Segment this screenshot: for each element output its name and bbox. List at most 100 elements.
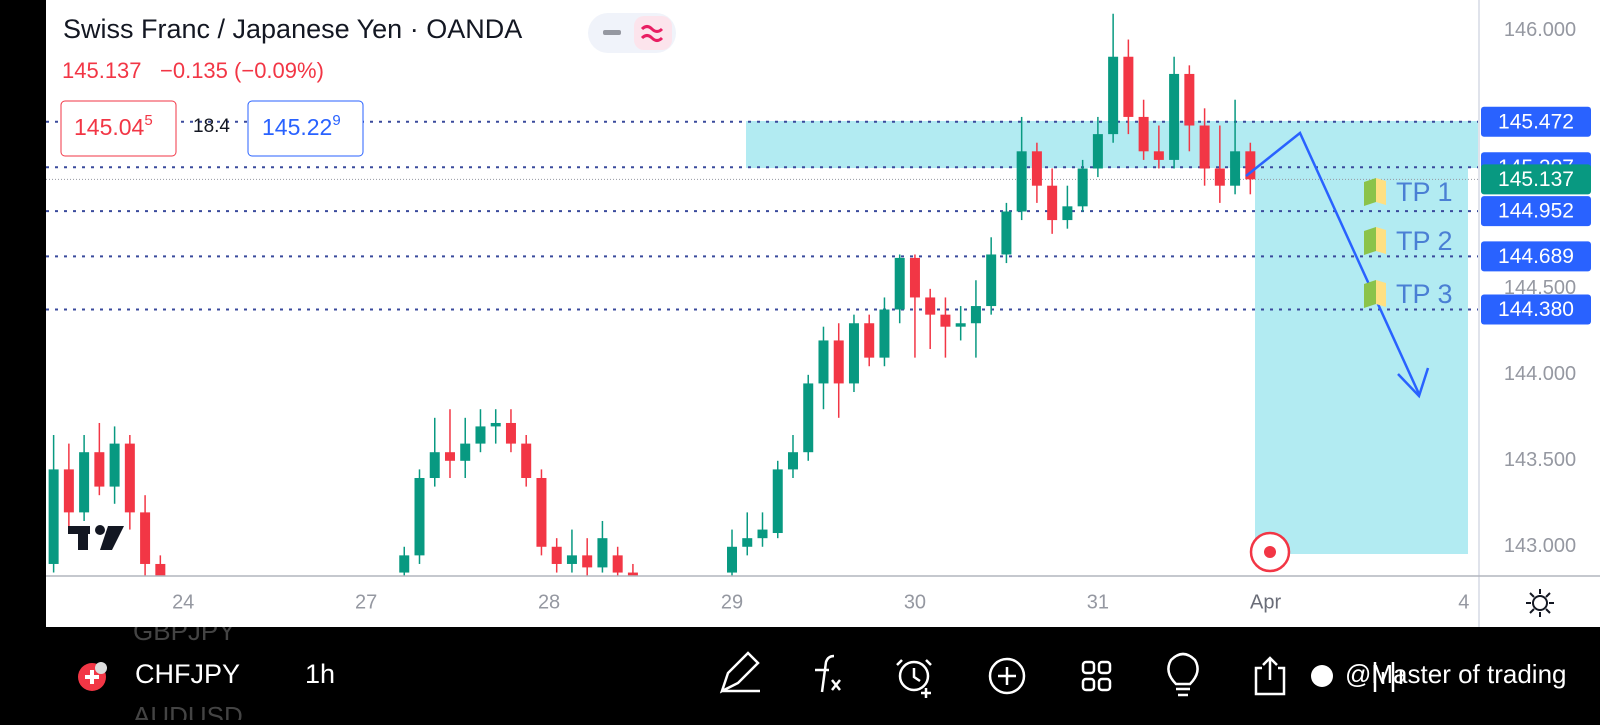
price-label: 145.472	[1498, 110, 1574, 133]
candle-body	[1245, 151, 1256, 180]
candle-body	[1001, 211, 1012, 255]
candle-body	[818, 340, 829, 384]
candle-body	[879, 309, 890, 358]
settings-icon[interactable]	[1526, 589, 1554, 617]
more-tool[interactable]	[1373, 662, 1403, 692]
candle-body	[1199, 125, 1210, 169]
y-tick-label: 144.500	[1504, 277, 1576, 299]
alert-tool[interactable]	[896, 659, 932, 698]
ask-pip: 9	[332, 112, 340, 129]
last-price: 145.137	[62, 58, 142, 83]
candle-body	[566, 555, 577, 564]
price-label-box	[1481, 196, 1591, 227]
symbol-title: Swiss Franc / Japanese Yen · OANDA	[63, 14, 522, 44]
candle-body	[1092, 134, 1103, 169]
add-tool[interactable]	[988, 657, 1026, 695]
price-label-box	[1481, 164, 1591, 195]
x-tick-label: 4	[1458, 591, 1469, 613]
layout-tool[interactable]	[1081, 660, 1112, 692]
alert-dot	[1264, 546, 1276, 558]
candle-body	[1077, 168, 1088, 207]
buy-button[interactable]	[247, 100, 364, 157]
price-change: −0.135 (−0.09%)	[160, 58, 324, 83]
candle-body	[444, 452, 455, 461]
share-tool[interactable]	[1254, 656, 1286, 696]
candle-body	[48, 469, 59, 564]
candle-body	[521, 443, 532, 478]
y-tick-label: 143.000	[1504, 535, 1576, 557]
candle-body	[787, 452, 798, 470]
candle-body	[772, 469, 783, 534]
tp-label: TP 1	[1396, 177, 1453, 207]
candle-body	[833, 340, 844, 384]
candle-body	[1214, 168, 1225, 186]
tp-label: TP 2	[1396, 226, 1453, 256]
candle-body	[848, 323, 859, 384]
ask-price: 145.229	[262, 112, 341, 140]
tp-icon-page	[1376, 280, 1386, 307]
price-label: 145.137	[1498, 168, 1574, 191]
candle-body	[140, 512, 151, 564]
candle-body	[925, 297, 936, 315]
candle-body	[124, 443, 135, 513]
watermark: @Master of trading	[1345, 659, 1566, 689]
candle-body	[970, 306, 981, 324]
y-tick-label: 146.000	[1504, 19, 1576, 41]
sell-button[interactable]	[60, 100, 177, 157]
candle-body	[155, 563, 166, 576]
candle-body	[864, 323, 875, 358]
ask-main: 145.22	[262, 114, 332, 140]
x-tick-label: Apr	[1250, 591, 1281, 613]
candle-body	[94, 452, 105, 487]
tv-logo	[68, 525, 124, 550]
minus-icon	[603, 30, 621, 35]
candle-body	[109, 443, 120, 487]
candle-body	[742, 538, 753, 547]
candle-body	[1062, 206, 1073, 221]
approx-icon	[640, 25, 664, 42]
indicator-tool[interactable]	[815, 654, 841, 693]
candle-body	[597, 538, 608, 568]
arrow-head	[1397, 367, 1430, 399]
candle-body	[63, 469, 74, 513]
x-tick-label: 24	[172, 591, 194, 613]
tp-icon-page	[1376, 227, 1386, 254]
candle-body	[1138, 116, 1149, 152]
tp-icon	[1364, 280, 1376, 308]
candle-body	[1108, 56, 1119, 135]
tp-icon-page	[1376, 178, 1386, 205]
candle-body	[803, 383, 814, 453]
y-tick-label: 144.000	[1504, 363, 1576, 385]
next-symbol[interactable]: AUDUSD	[133, 701, 243, 725]
projection-arrow	[1245, 131, 1421, 395]
price-label-box	[1481, 106, 1591, 137]
x-tick-label: 30	[904, 591, 926, 613]
symbol[interactable]: CHFJPY	[135, 659, 240, 689]
candle-body	[627, 572, 638, 576]
price-label: 144.952	[1498, 200, 1574, 223]
tp-icon	[1364, 178, 1376, 206]
candle-body	[582, 555, 593, 568]
candle-body	[1031, 151, 1042, 186]
interval[interactable]: 1h	[305, 659, 335, 689]
tp-icon	[1364, 227, 1376, 255]
draw-tool[interactable]	[719, 651, 760, 694]
candle-body	[612, 555, 623, 573]
candle-body	[536, 477, 547, 547]
candle-body	[955, 323, 966, 327]
candle-body	[399, 555, 410, 573]
price-label: 144.689	[1498, 245, 1574, 268]
candle-body	[79, 452, 90, 513]
x-tick-label: 29	[721, 591, 743, 613]
candle-body	[475, 426, 486, 444]
candle-body	[1153, 151, 1164, 160]
candle-body	[414, 477, 425, 556]
candle-body	[1047, 185, 1058, 221]
candle-body	[894, 257, 905, 310]
candle-body	[909, 257, 920, 298]
candle-body	[1184, 73, 1195, 126]
ideas-tool[interactable]	[1167, 652, 1199, 697]
bid-price: 145.045	[74, 112, 153, 140]
tp-label: TP 3	[1396, 279, 1453, 309]
